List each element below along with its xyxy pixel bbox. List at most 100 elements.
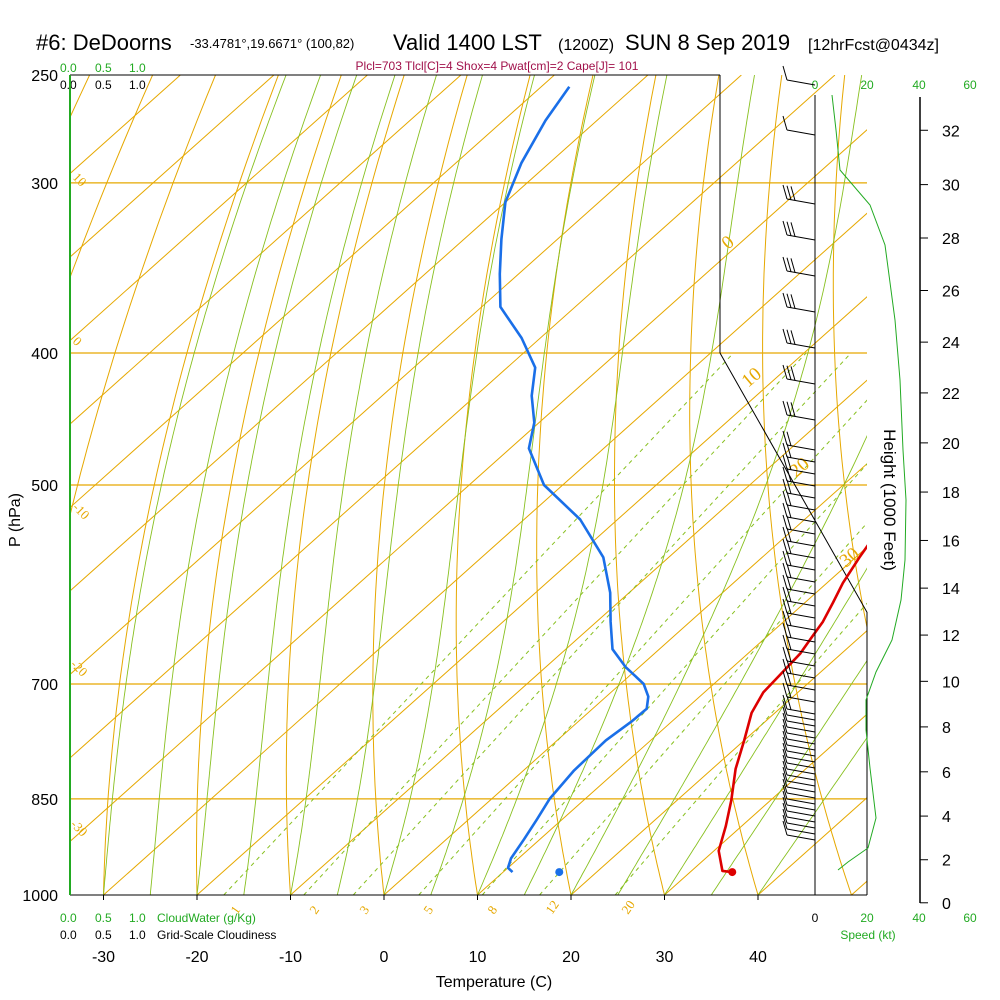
wind-barb-feather — [786, 563, 792, 578]
wind-barb-staff — [786, 774, 816, 781]
dry-adiabat--30 — [103, 75, 279, 895]
wind-barb-staff — [786, 612, 816, 619]
wind-barb-18 — [782, 712, 816, 733]
dry-adiabat-60 — [832, 75, 867, 630]
x-tick--30: -30 — [92, 949, 115, 966]
height-tick-30: 30 — [942, 178, 960, 195]
wind-barb-feather — [790, 258, 796, 273]
wind-barb-staff — [786, 600, 816, 607]
wind-barb-40 — [782, 466, 816, 487]
wind-barb-21 — [782, 694, 816, 715]
wind-barb-staff — [786, 708, 816, 715]
wind-barb-6 — [782, 784, 816, 805]
valid-date: SUN 8 Sep 2019 — [625, 30, 790, 55]
wind-barb-staff — [786, 714, 816, 721]
wind-barb-staff — [786, 834, 816, 841]
wind-barb-feather — [786, 503, 792, 518]
wind-barb-feather — [782, 796, 788, 812]
wind-barb-23 — [782, 670, 816, 691]
wind-barb-feather — [786, 647, 792, 662]
wind-barb-35 — [782, 526, 816, 547]
moist-adiabat--10 — [290, 75, 437, 895]
wind-barb-staff — [786, 516, 816, 523]
wind-barb-staff — [786, 750, 816, 757]
wind-barb-feather — [786, 575, 792, 590]
wind-barb-25 — [782, 646, 816, 667]
wind-barb-0 — [782, 820, 816, 841]
wind-barb-staff — [786, 762, 816, 769]
wind-barb-feather — [782, 622, 788, 638]
wind-barb-feather — [786, 467, 792, 482]
mixing-ratio-label-8: 8 — [484, 903, 500, 917]
wind-barb-feather — [782, 292, 788, 308]
wind-barb-feather — [782, 586, 788, 602]
mixing-ratio-3 — [352, 352, 852, 895]
cloud-scale-bottom-black-2: 1.0 — [129, 928, 146, 942]
temperature-curve — [717, 544, 867, 874]
wind-barb-staff — [786, 696, 816, 703]
mixing-ratio-label-20: 20 — [618, 897, 638, 916]
wind-barb-feather — [782, 514, 788, 530]
isotherm--70 — [70, 75, 649, 592]
cloudiness-label: Grid-Scale Cloudiness — [157, 928, 276, 942]
wind-barb-feather — [790, 186, 796, 201]
isotherm--20 — [196, 296, 867, 895]
wind-barb-feather — [786, 539, 792, 554]
mixing-ratio-label-12: 12 — [542, 897, 562, 916]
wind-barb-staff — [786, 822, 816, 829]
wind-barb-staff — [786, 480, 816, 487]
wind-barb-feather — [782, 748, 788, 764]
x-tick-30: 30 — [656, 949, 674, 966]
wind-barb-staff — [786, 636, 816, 643]
wind-barb-39 — [782, 478, 816, 499]
wind-barb-47 — [782, 292, 816, 313]
valid-time: Valid 1400 LST — [393, 30, 542, 55]
wind-barb-43 — [782, 430, 816, 451]
wind-barb-4 — [782, 796, 816, 817]
wind-barb-feather — [790, 402, 796, 417]
wind-barb-feather — [786, 551, 792, 566]
isotherm--110 — [70, 75, 275, 258]
wind-barb-feather — [786, 611, 792, 626]
height-tick-0: 0 — [942, 896, 951, 913]
dry-adiabat--10 — [285, 75, 405, 895]
moist-adiabat-10 — [477, 75, 668, 895]
wind-barb-feather — [790, 294, 796, 309]
wind-barb-staff — [786, 378, 816, 385]
wind-barb-30 — [782, 586, 816, 607]
wind-barb-51 — [782, 115, 816, 136]
wind-barb-feather — [782, 634, 788, 650]
dry-adiabat-40 — [689, 75, 759, 895]
isotherm--10 — [290, 379, 867, 895]
wind-barb-feather — [782, 442, 788, 458]
wind-barb-feather — [782, 364, 788, 380]
wind-barb-feather — [782, 538, 788, 554]
wind-barb-feather — [786, 491, 792, 506]
dry-adiabat-label--30: -30 — [68, 817, 91, 840]
wind-barb-staff — [786, 129, 816, 136]
wind-barb-feather — [782, 466, 788, 482]
wind-barb-12 — [782, 748, 816, 769]
wind-barb-staff — [786, 504, 816, 511]
wind-barb-feather — [782, 598, 788, 614]
wind-barb-16 — [782, 724, 816, 745]
wind-barb-2 — [782, 808, 816, 829]
x-axis-label: Temperature (C) — [436, 974, 552, 991]
wind-barb-48 — [782, 256, 816, 277]
wind-barb-feather — [782, 724, 788, 740]
wind-barb-feather — [782, 814, 788, 830]
wind-barb-staff — [786, 624, 816, 631]
wind-barb-10 — [782, 760, 816, 781]
wind-barbs — [782, 65, 907, 895]
wind-barb-staff — [786, 738, 816, 745]
mixing-ratio-5 — [418, 399, 867, 895]
dry-adiabat-label-0: 0 — [70, 334, 85, 349]
mixing-ratio-1 — [223, 352, 734, 895]
speed-bottom-20: 20 — [860, 911, 874, 925]
wind-barb-staff — [786, 828, 816, 835]
wind-barb-feather — [786, 695, 792, 710]
wind-barb-staff — [786, 780, 816, 787]
moist-adiabat--30 — [103, 75, 287, 895]
speed-axis-label: Speed (kt) — [840, 928, 895, 942]
